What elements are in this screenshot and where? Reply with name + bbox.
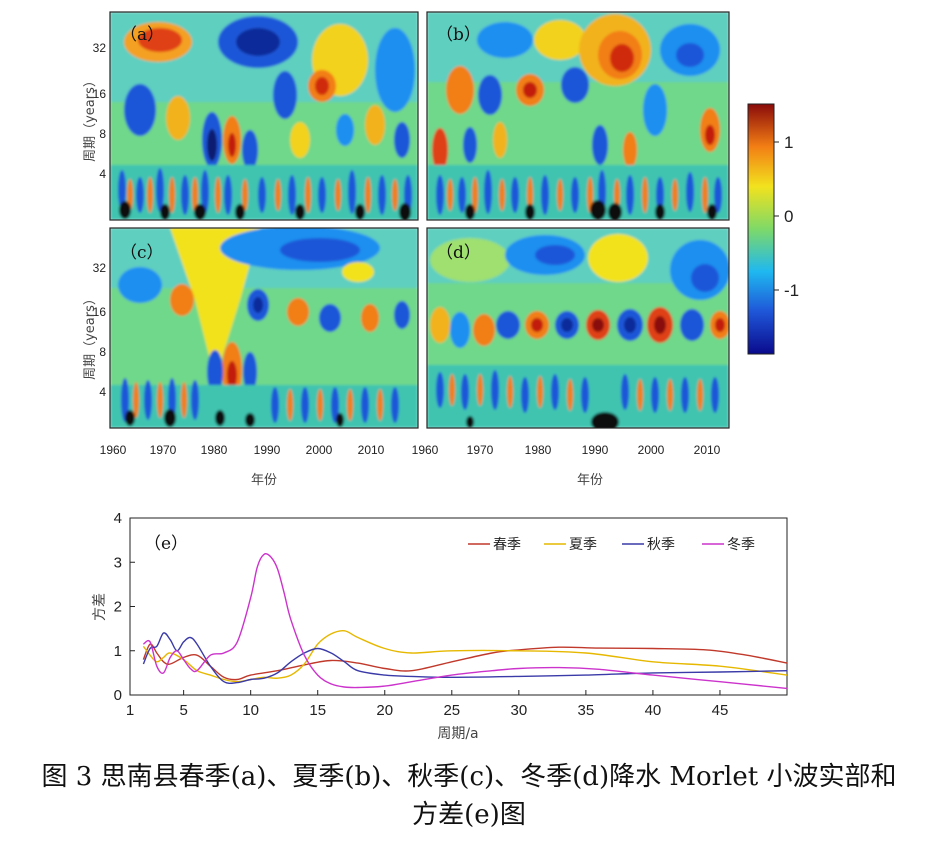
- figure-caption-line1: 图 3 思南县春季(a)、夏季(b)、秋季(c)、冬季(d)降水 Morlet …: [41, 762, 897, 792]
- xtick-label: 25: [443, 702, 460, 719]
- xtick-right-1970: 1970: [467, 443, 494, 457]
- wavelet-panel-b: （b）: [426, 11, 730, 221]
- series-line-秋季: [142, 632, 788, 685]
- xtick-right-1960: 1960: [412, 443, 439, 457]
- ytick-label: 2: [114, 599, 122, 616]
- panel-label-c: （c）: [120, 243, 164, 263]
- xtick-right-1980: 1980: [525, 443, 552, 457]
- legend-label: 春季: [493, 537, 521, 553]
- wavelet-panel-d: （d）: [426, 227, 730, 429]
- wavelet-xlabel-right: 年份: [577, 473, 603, 488]
- wavelet-xlabel-left: 年份: [251, 473, 277, 488]
- ytick-top-32: 32: [93, 41, 107, 55]
- xtick-label: 15: [309, 702, 326, 719]
- ytick-top-8: 8: [99, 127, 106, 141]
- series-line-春季: [142, 643, 788, 681]
- wavelet-ylabel-top: 周期（years）: [83, 74, 98, 162]
- ytick-label: 1: [114, 643, 122, 660]
- xtick-left-1970: 1970: [150, 443, 177, 457]
- ytick-label: 4: [114, 510, 122, 527]
- ytick-top-16: 16: [93, 87, 107, 101]
- legend: 春季 夏季 秋季 冬季: [468, 537, 755, 553]
- legend-label: 秋季: [647, 537, 675, 553]
- wavelet-y-axis-top: 4 8 16 32: [93, 41, 107, 181]
- ytick-bottom-8: 8: [99, 345, 106, 359]
- series-line-夏季: [142, 629, 788, 683]
- xtick-label: 40: [645, 702, 662, 719]
- series-line-冬季: [142, 552, 788, 690]
- wavelet-y-axis-bottom: 4 8 16 32: [93, 261, 107, 399]
- ytick-label: 3: [114, 554, 122, 571]
- xtick-right-2010: 2010: [694, 443, 721, 457]
- panel-label-a: （a）: [120, 25, 164, 45]
- figure-caption-line2: 方差(e)图: [412, 800, 526, 830]
- figure: （a）: [83, 11, 799, 742]
- xtick-right-2000: 2000: [638, 443, 665, 457]
- xtick-left-1980: 1980: [201, 443, 228, 457]
- variance-ylabel: 方差: [92, 593, 108, 621]
- variance-xlabel: 周期/a: [437, 726, 478, 742]
- ytick-bottom-4: 4: [99, 385, 106, 399]
- wavelet-ylabel-bottom: 周期（years）: [83, 292, 98, 380]
- variance-series: [142, 552, 788, 690]
- colorbar-tick-1: 1: [784, 133, 793, 152]
- ytick-bottom-16: 16: [93, 305, 107, 319]
- xtick-label: 20: [376, 702, 393, 719]
- ytick-top-4: 4: [99, 167, 106, 181]
- xtick-label: 10: [242, 702, 259, 719]
- panel-label-d: （d）: [436, 243, 481, 263]
- legend-label: 冬季: [727, 537, 755, 553]
- variance-y-axis: 0 1 2 3 4: [114, 510, 135, 704]
- xtick-label: 45: [712, 702, 729, 719]
- variance-x-axis: 1 5 10 15 20 25 30 35 40 45: [126, 690, 728, 719]
- wavelet-panel-c: （c）: [109, 227, 419, 429]
- ytick-bottom-32: 32: [93, 261, 107, 275]
- xtick-label: 1: [126, 702, 134, 719]
- wavelet-panel-a: （a）: [109, 11, 419, 221]
- panel-label-e: （e）: [144, 534, 188, 554]
- xtick-label: 30: [510, 702, 527, 719]
- wavelet-x-axis-left: 1960 1970 1980 1990 2000 2010: [100, 443, 385, 457]
- panel-label-b: （b）: [436, 25, 481, 45]
- legend-label: 夏季: [569, 537, 597, 553]
- xtick-left-1960: 1960: [100, 443, 127, 457]
- xtick-left-2000: 2000: [306, 443, 333, 457]
- xtick-label: 5: [179, 702, 187, 719]
- xtick-label: 35: [578, 702, 595, 719]
- colorbar-tick-minus1: -1: [784, 281, 799, 300]
- xtick-left-2010: 2010: [358, 443, 385, 457]
- xtick-right-1990: 1990: [582, 443, 609, 457]
- colorbar-tick-0: 0: [784, 207, 793, 226]
- colorbar: 1 0 -1: [747, 103, 799, 355]
- wavelet-x-axis-right: 1960 1970 1980 1990 2000 2010: [412, 443, 721, 457]
- ytick-label: 0: [114, 687, 122, 704]
- xtick-left-1990: 1990: [254, 443, 281, 457]
